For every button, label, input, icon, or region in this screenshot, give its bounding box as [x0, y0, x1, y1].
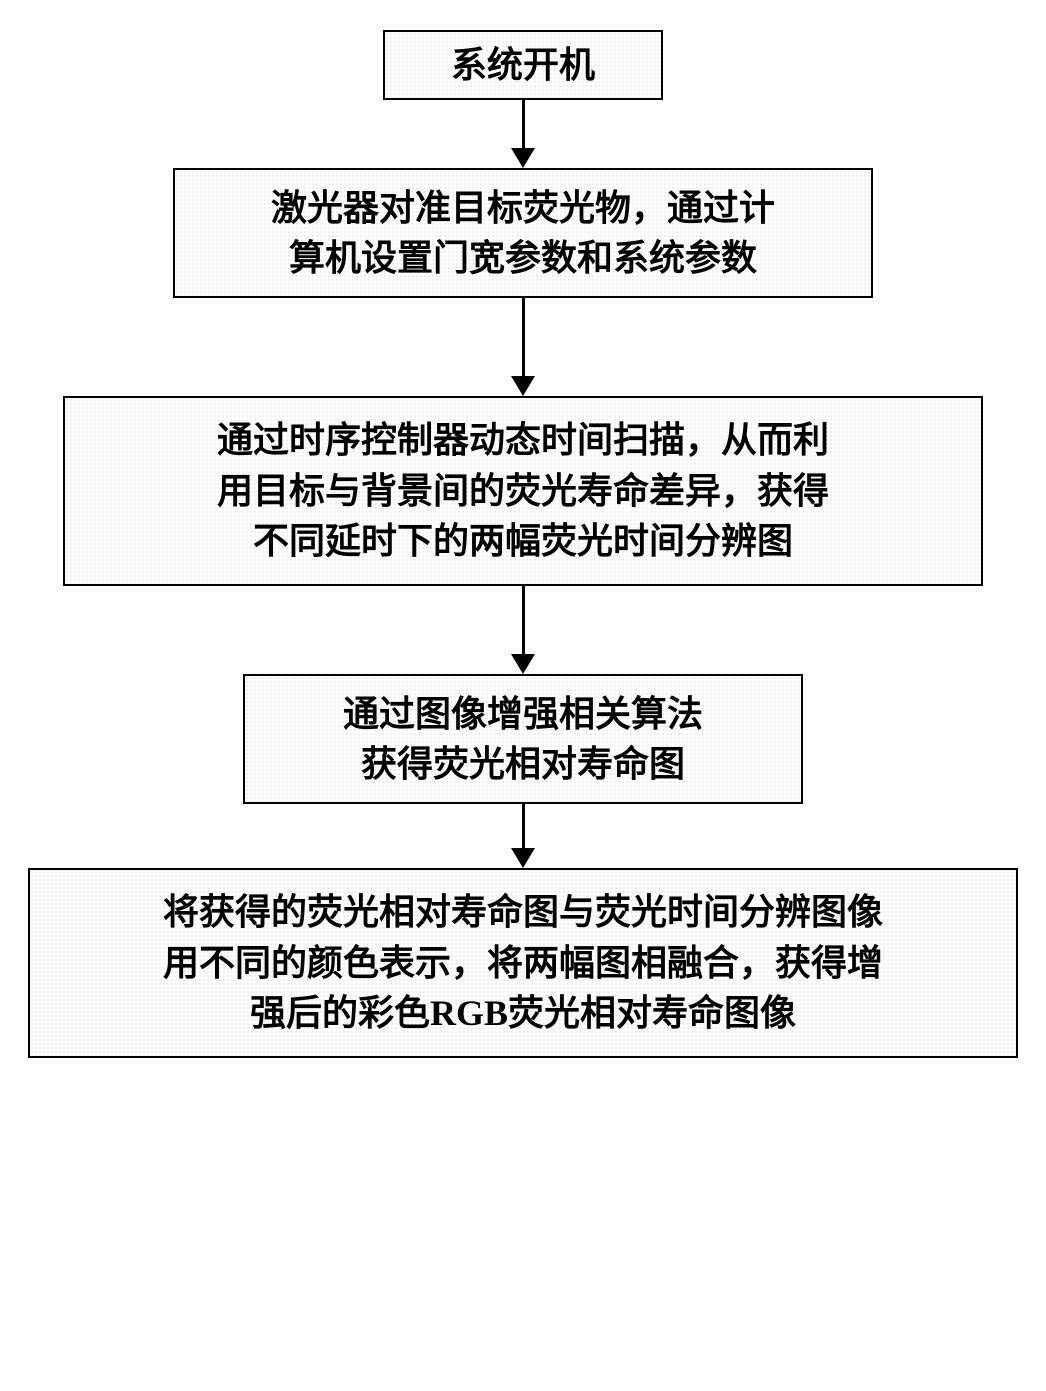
flow-node-4: 通过图像增强相关算法 获得荧光相对寿命图 [243, 674, 803, 804]
arrow-2-3 [511, 298, 535, 396]
node-2-label: 激光器对准目标荧光物，通过计 算机设置门宽参数和系统参数 [249, 173, 797, 294]
arrow-head-icon [511, 654, 535, 674]
node-1-label: 系统开机 [429, 30, 617, 100]
node-5-label: 将获得的荧光相对寿命图与荧光时间分辨图像 用不同的颜色表示，将两幅图相融合，获得… [141, 877, 905, 1048]
flow-node-2: 激光器对准目标荧光物，通过计 算机设置门宽参数和系统参数 [173, 168, 873, 298]
arrow-line [522, 804, 525, 848]
arrow-1-2 [511, 100, 535, 168]
arrow-4-5 [511, 804, 535, 868]
flow-node-1: 系统开机 [383, 30, 663, 100]
arrow-line [522, 100, 525, 148]
arrow-line [522, 586, 525, 654]
arrow-head-icon [511, 848, 535, 868]
node-4-label: 通过图像增强相关算法 获得荧光相对寿命图 [321, 679, 725, 800]
arrow-head-icon [511, 148, 535, 168]
arrow-head-icon [511, 376, 535, 396]
flow-node-3: 通过时序控制器动态时间扫描，从而利 用目标与背景间的荧光寿命差异，获得 不同延时… [63, 396, 983, 586]
flow-node-5: 将获得的荧光相对寿命图与荧光时间分辨图像 用不同的颜色表示，将两幅图相融合，获得… [28, 868, 1018, 1058]
arrow-3-4 [511, 586, 535, 674]
node-3-label: 通过时序控制器动态时间扫描，从而利 用目标与背景间的荧光寿命差异，获得 不同延时… [195, 405, 851, 576]
arrow-line [522, 298, 525, 376]
